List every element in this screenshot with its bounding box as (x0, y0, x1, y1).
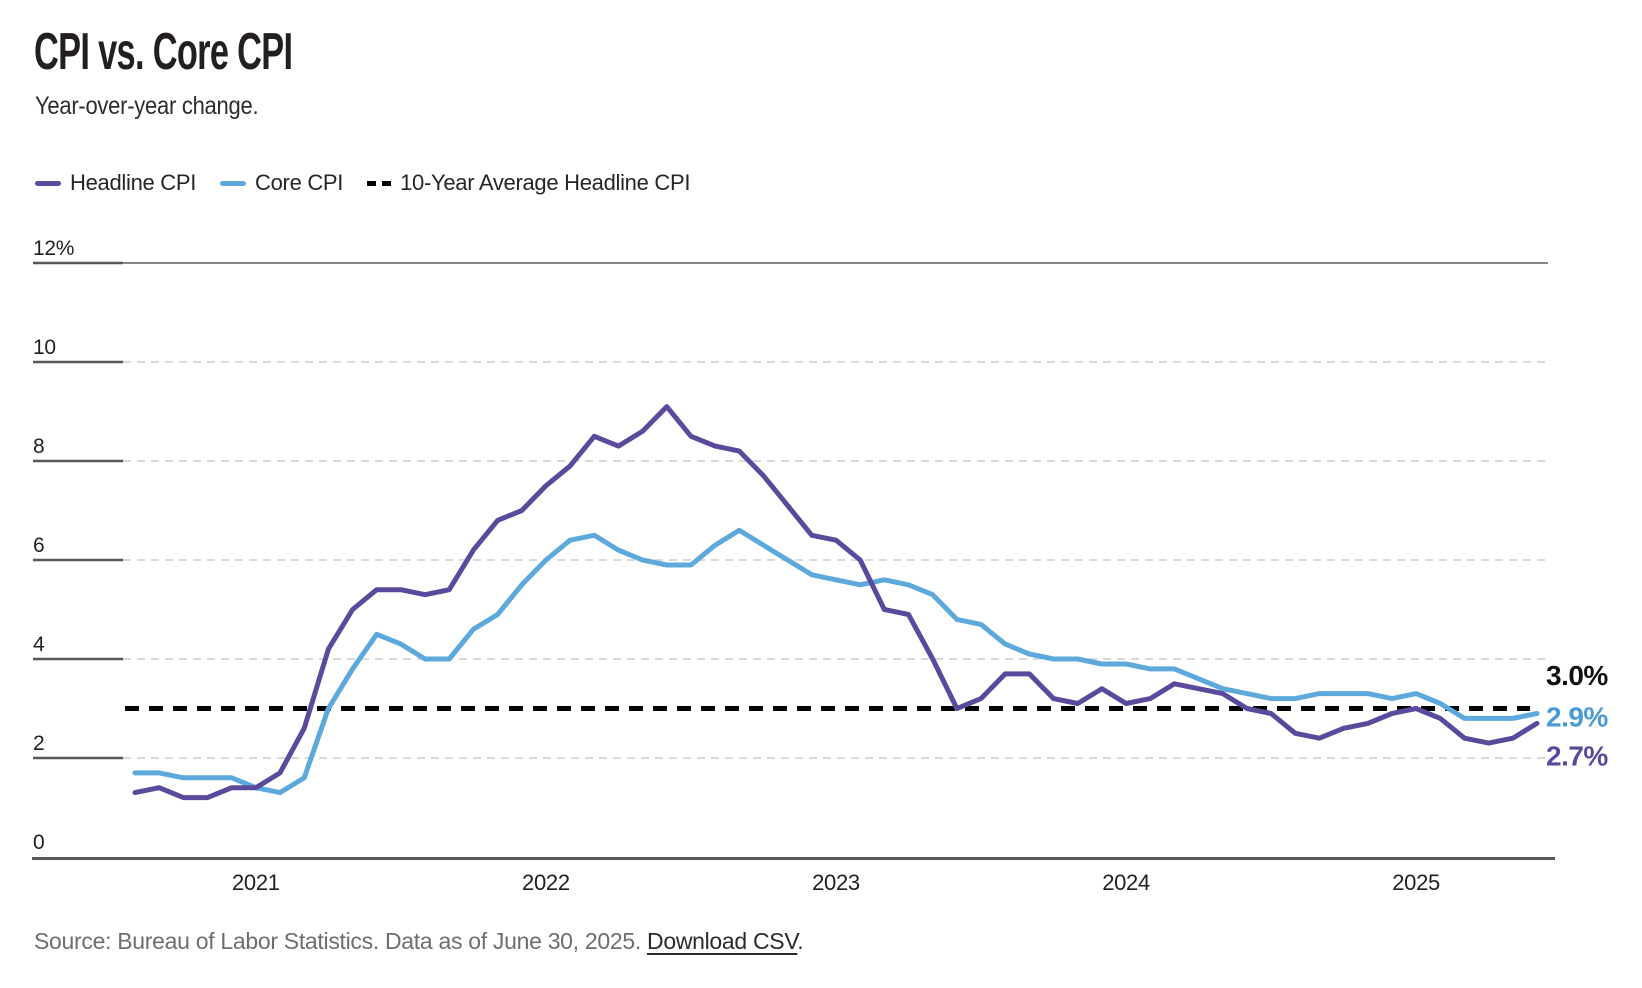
x-axis-label-2025: 2025 (1392, 870, 1440, 895)
legend-label-10yr-average: 10-Year Average Headline CPI (400, 170, 691, 195)
x-axis-label-2022: 2022 (522, 870, 570, 895)
end-label-3.0%: 3.0% (1546, 660, 1608, 691)
x-axis-label-2024: 2024 (1102, 870, 1150, 895)
core-cpi-line-swatch-icon (220, 180, 247, 186)
headline-cpi-line-swatch-icon (35, 180, 61, 186)
legend-label-headline-cpi: Headline CPI (70, 170, 197, 195)
source-note: Source: Bureau of Labor Statistics. Data… (34, 928, 804, 955)
legend-item-10yr-average: 10-Year Average Headline CPI (367, 170, 690, 196)
y-axis-label-6: 6 (33, 534, 44, 557)
y-axis-label-12: 12% (33, 237, 74, 260)
y-axis-label-2: 2 (33, 732, 44, 755)
legend-item-headline-cpi: Headline CPI (35, 170, 196, 196)
source-period: . (797, 928, 804, 954)
chart-subtitle: Year-over-year change. (35, 92, 259, 120)
x-axis-label-2023: 2023 (812, 870, 860, 895)
end-label-2.7%: 2.7% (1546, 741, 1608, 772)
end-label-2.9%: 2.9% (1546, 702, 1608, 733)
y-axis-label-4: 4 (33, 633, 45, 656)
download-csv-link[interactable]: Download CSV (647, 928, 798, 954)
source-text: Source: Bureau of Labor Statistics. Data… (34, 928, 641, 954)
y-axis-label-0: 0 (33, 831, 44, 854)
headline-cpi-line (132, 404, 1540, 801)
x-axis-label-2021: 2021 (232, 870, 280, 895)
dashed-line-swatch-icon (367, 180, 392, 186)
page-title: CPI vs. Core CPI (34, 23, 293, 81)
core-cpi-line (132, 527, 1540, 796)
legend-item-core-cpi: Core CPI (220, 170, 343, 196)
y-axis-label-8: 8 (33, 435, 44, 458)
y-axis-label-10: 10 (33, 336, 56, 359)
chart-legend: Headline CPI Core CPI 10-Year Average He… (35, 170, 714, 196)
legend-label-core-cpi: Core CPI (255, 170, 344, 195)
